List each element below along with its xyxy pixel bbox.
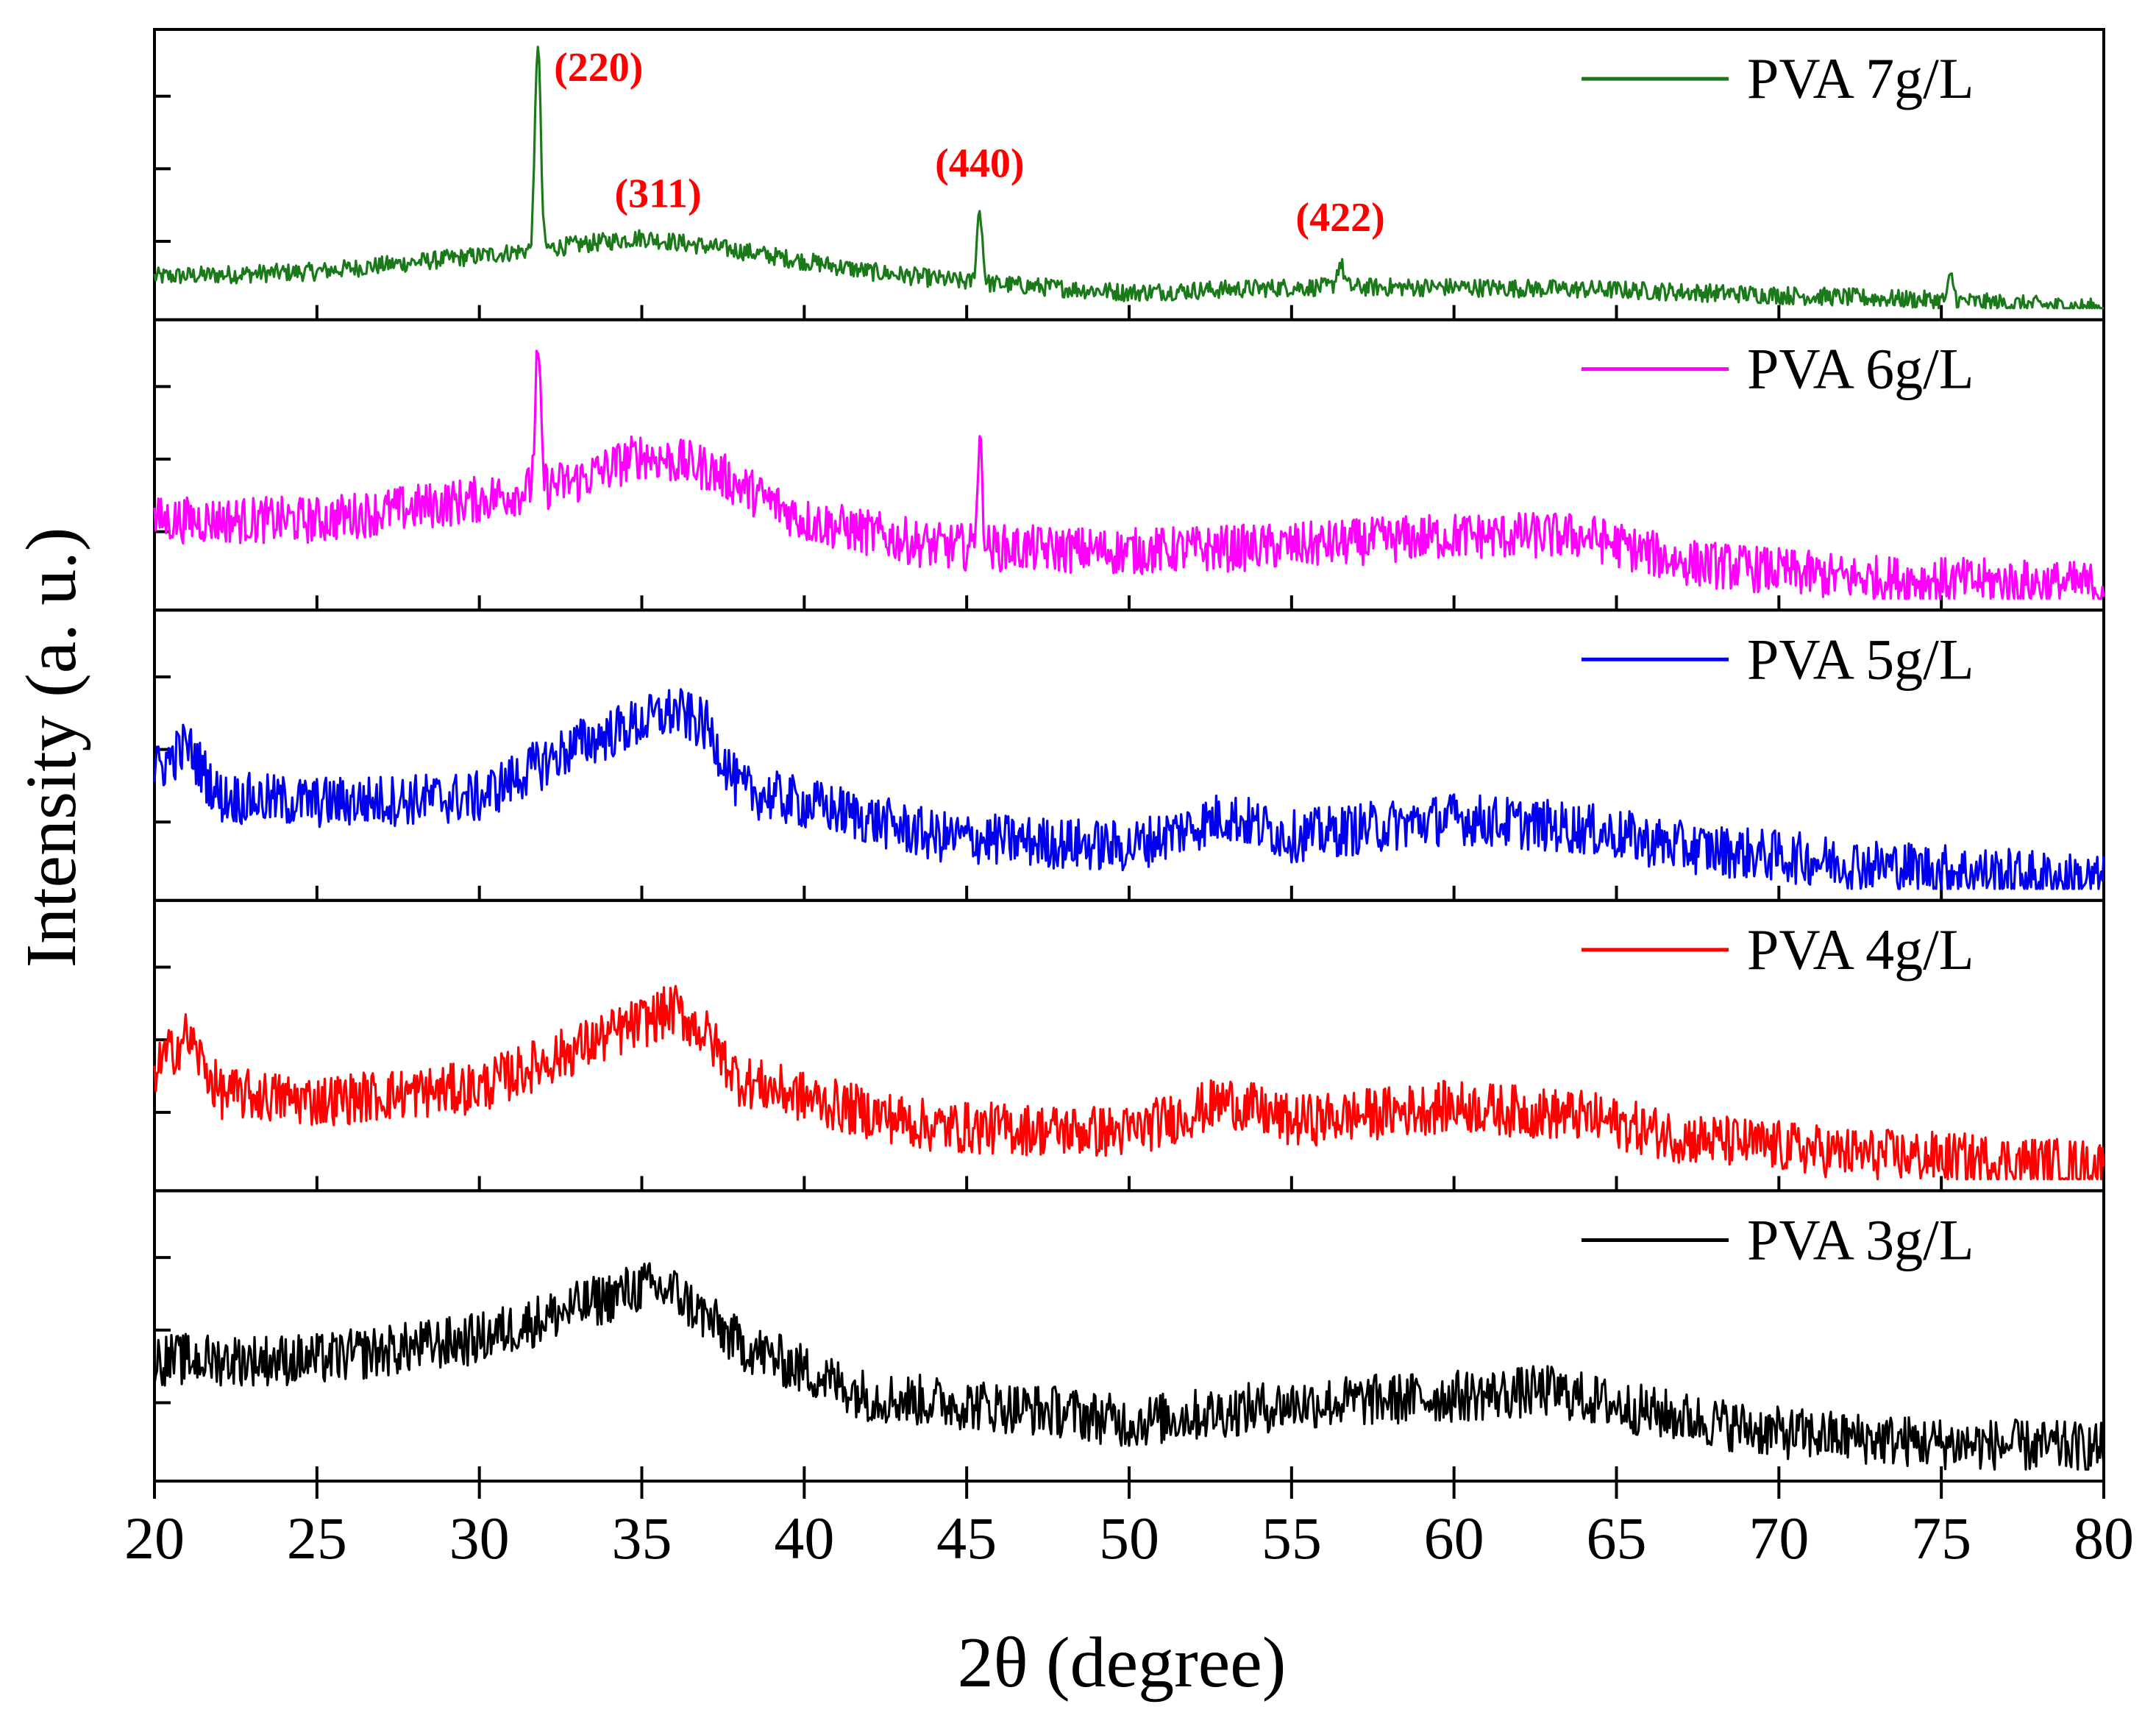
x-tick-label: 70 (1748, 1505, 1809, 1572)
x-axis-title: 2θ (degree) (958, 1623, 1287, 1703)
x-tick-label: 30 (449, 1505, 510, 1572)
x-tick-label: 35 (612, 1505, 672, 1572)
panels-layer: PVA 7g/L PVA 6g/L PVA 5g/L PVA 4g/L PVA 3g/L… (153, 28, 2105, 1483)
peak-label: (220) (554, 45, 643, 90)
legend-label: PVA 5g/L (1747, 627, 1974, 691)
x-tick-label: 80 (2074, 1505, 2134, 1572)
x-tick-label: 45 (936, 1505, 997, 1572)
x-tick-label: 55 (1262, 1505, 1322, 1572)
panel-2: PVA 6g/L (153, 318, 2105, 612)
x-axis: 20 25 30 35 40 45 50 55 60 65 70 75 80 (124, 1481, 2134, 1572)
panel-4: PVA 4g/L (153, 898, 2105, 1193)
series-line-pva-5g-l (153, 688, 2105, 890)
panel-5: PVA 3g/L (153, 1189, 2105, 1483)
legend-label: PVA 6g/L (1747, 337, 1974, 401)
peak-label: (440) (935, 141, 1024, 186)
peak-label: (311) (614, 171, 701, 216)
x-tick-label: 25 (287, 1505, 347, 1572)
series-line-pva-6g-l (153, 349, 2105, 600)
series-line-pva-3g-l (153, 1262, 2105, 1471)
x-tick-label: 60 (1424, 1505, 1484, 1572)
x-tick-label: 50 (1099, 1505, 1159, 1572)
panel-1: PVA 7g/L (153, 28, 2105, 322)
legend-label: PVA 4g/L (1747, 917, 1974, 982)
series-line-pva-7g-l (153, 46, 2104, 310)
peak-label: (422) (1295, 195, 1384, 241)
legend-label: PVA 7g/L (1747, 46, 1974, 110)
x-tick-label: 40 (774, 1505, 834, 1572)
panel-3: PVA 5g/L (153, 608, 2105, 902)
x-tick-label: 20 (124, 1505, 185, 1572)
y-axis-title: Intensity (a. u.) (12, 528, 91, 968)
x-tick-label: 75 (1911, 1505, 1971, 1572)
series-line-pva-4g-l (153, 984, 2105, 1181)
x-tick-label: 65 (1587, 1505, 1647, 1572)
legend-label: PVA 3g/L (1747, 1207, 1974, 1271)
